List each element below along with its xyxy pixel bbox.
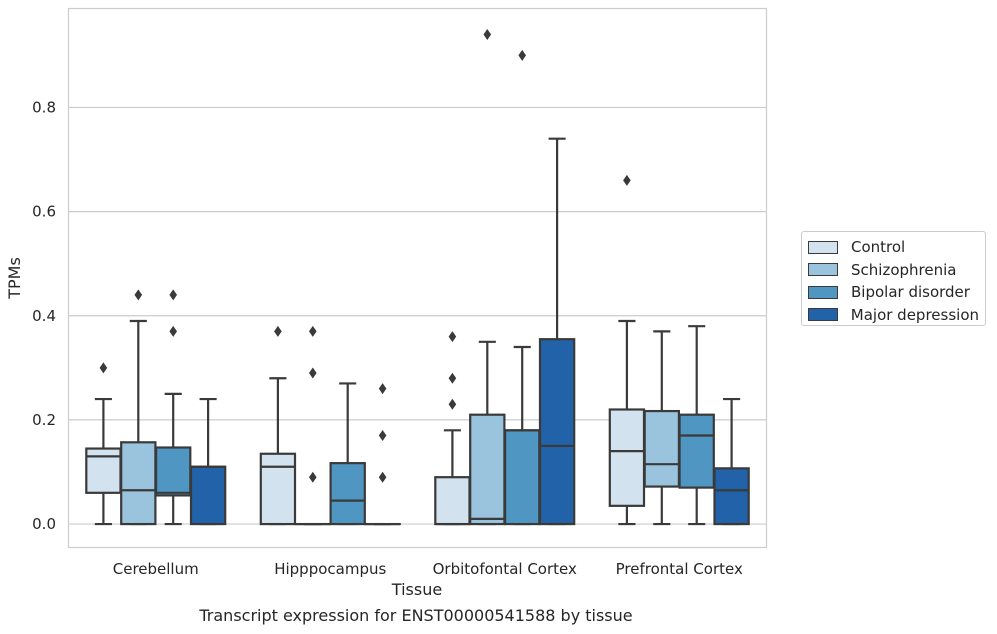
box-schizophrenia bbox=[120, 289, 157, 526]
outlier-point bbox=[309, 367, 317, 379]
box-iqr bbox=[329, 462, 366, 526]
x-tick-label: Hipppocampus bbox=[274, 560, 386, 578]
box-groups bbox=[85, 29, 750, 526]
box-iqr bbox=[120, 441, 157, 526]
outlier-point bbox=[309, 325, 317, 337]
box-iqr bbox=[85, 447, 122, 494]
box-bipolar-disorder bbox=[678, 325, 715, 526]
outlier-point bbox=[483, 29, 492, 41]
box-iqr bbox=[608, 408, 646, 507]
box-schizophrenia bbox=[469, 29, 506, 526]
x-tick-labels: Cerebellum Hipppocampus Orbitofontal Corte… bbox=[113, 560, 743, 578]
x-axis-label: Tissue bbox=[391, 580, 442, 599]
outlier-point bbox=[518, 49, 526, 61]
box-control bbox=[259, 325, 297, 526]
x-tick-label: Orbitofontal Cortex bbox=[433, 560, 577, 578]
box-iqr bbox=[538, 338, 576, 526]
legend-label: Major depression bbox=[850, 305, 979, 324]
legend: Control Schizophrenia Bipolar disorder Majo… bbox=[801, 231, 986, 326]
box-iqr bbox=[713, 467, 750, 526]
legend-label: Schizophrenia bbox=[851, 260, 957, 279]
box-iqr bbox=[643, 409, 681, 488]
box-iqr bbox=[434, 476, 471, 526]
outlier-point bbox=[448, 331, 457, 343]
box-iqr bbox=[469, 413, 506, 526]
y-tick-label: 0.0 bbox=[32, 515, 56, 533]
y-tick-label: 0.6 bbox=[32, 203, 56, 221]
y-tick-label: 0.8 bbox=[32, 98, 56, 116]
outlier-point bbox=[378, 383, 387, 395]
legend-item: Major depression bbox=[808, 304, 979, 327]
box-major-depression bbox=[189, 397, 227, 526]
legend-label: Bipolar disorder bbox=[851, 283, 970, 302]
outlier-point bbox=[134, 289, 143, 301]
box-iqr bbox=[678, 413, 715, 489]
legend-label: Control bbox=[851, 238, 906, 257]
outlier-point bbox=[623, 174, 631, 186]
x-tick-label: Prefrontal Cortex bbox=[616, 560, 743, 578]
y-tick-label: 0.4 bbox=[32, 307, 56, 325]
outlier-point bbox=[169, 289, 177, 301]
box-iqr bbox=[154, 446, 192, 497]
outlier-point bbox=[99, 362, 108, 374]
x-tick-label: Cerebellum bbox=[113, 560, 199, 578]
outlier-point bbox=[274, 325, 282, 337]
box-bipolar-disorder bbox=[329, 382, 366, 526]
outlier-point bbox=[169, 325, 177, 337]
legend-swatch bbox=[808, 240, 838, 254]
legend-item: Schizophrenia bbox=[808, 259, 979, 282]
box-iqr bbox=[189, 465, 227, 526]
box-bipolar-disorder bbox=[503, 49, 541, 526]
box-control bbox=[434, 331, 471, 526]
box-iqr bbox=[259, 452, 297, 526]
legend-swatch bbox=[808, 285, 838, 299]
legend-swatch bbox=[808, 308, 838, 322]
legend-swatch bbox=[808, 263, 838, 277]
box-control bbox=[85, 362, 122, 526]
box-control bbox=[608, 174, 646, 526]
box-major-depression bbox=[538, 137, 576, 526]
y-axis-label: TPMs bbox=[5, 257, 24, 300]
outlier-point bbox=[448, 372, 457, 384]
y-tick-label: 0.2 bbox=[32, 411, 56, 429]
outlier-point bbox=[448, 398, 457, 410]
figure-caption: Transcript expression for ENST0000054158… bbox=[199, 606, 633, 625]
legend-item: Control bbox=[808, 236, 979, 259]
outlier-point bbox=[378, 471, 387, 483]
box-iqr bbox=[503, 429, 541, 526]
box-major-depression bbox=[364, 383, 401, 526]
outlier-point bbox=[378, 430, 387, 442]
y-tick-labels: 0.0 0.2 0.4 0.6 0.8 bbox=[32, 98, 56, 533]
outlier-point bbox=[309, 471, 317, 483]
legend-item: Bipolar disorder bbox=[808, 281, 979, 304]
box-major-depression bbox=[713, 397, 750, 526]
